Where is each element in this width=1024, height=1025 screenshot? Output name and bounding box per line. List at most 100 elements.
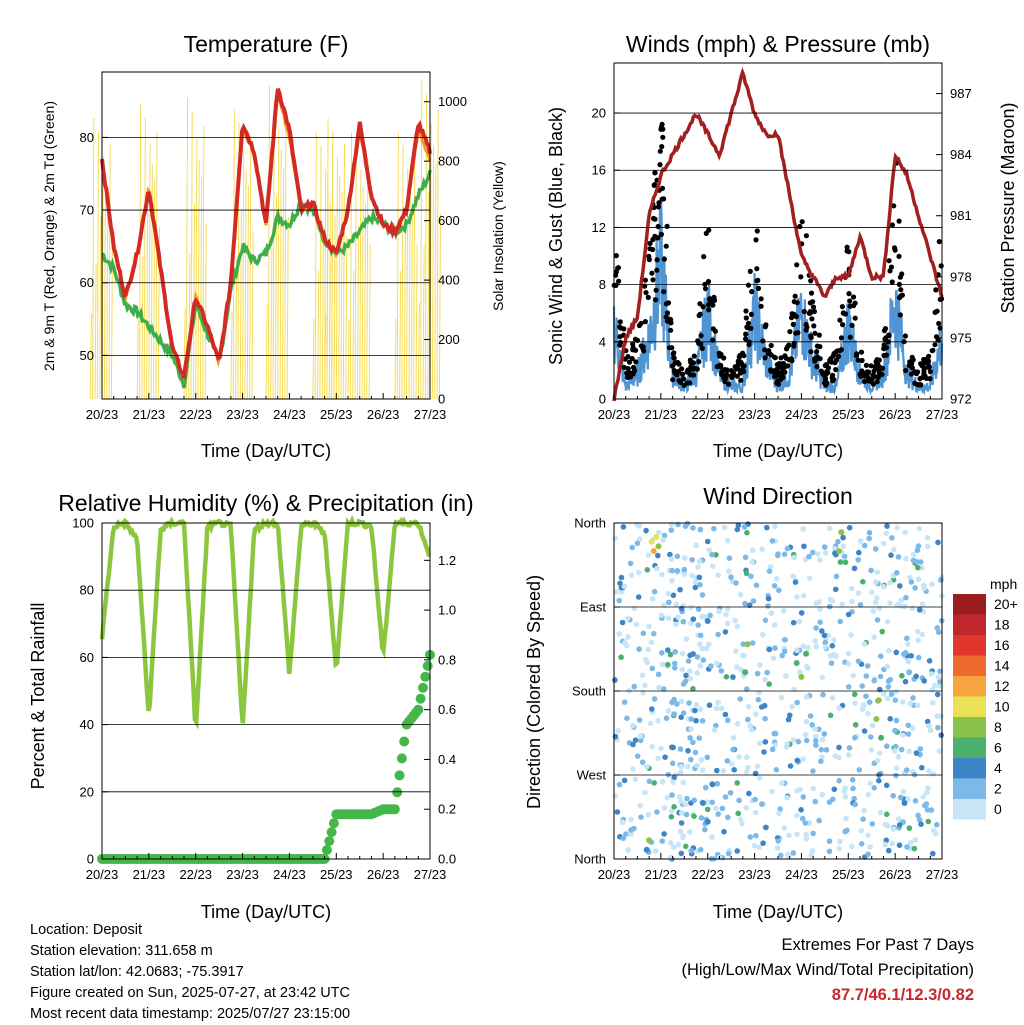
direction-point	[885, 684, 892, 690]
direction-point	[855, 590, 862, 596]
precip-point	[396, 753, 407, 764]
direction-point	[674, 701, 680, 707]
solar-insolation-trace	[417, 302, 420, 400]
direction-point	[795, 738, 802, 745]
solar-insolation-trace	[434, 163, 437, 400]
solar-insolation-trace	[277, 128, 280, 400]
direction-point	[786, 832, 792, 839]
solar-insolation-trace	[106, 192, 109, 400]
direction-point	[673, 601, 680, 607]
x-tick-label: 26/23	[367, 867, 400, 882]
direction-point	[874, 617, 881, 623]
direction-point	[725, 814, 731, 821]
solar-insolation-trace	[319, 145, 322, 400]
direction-point	[670, 779, 676, 785]
direction-point	[910, 695, 916, 701]
gust-point	[749, 289, 755, 295]
gust-point	[847, 334, 853, 340]
y-tick-label: 0	[438, 392, 445, 407]
direction-point	[684, 763, 691, 770]
gust-point	[738, 377, 744, 383]
direction-point	[667, 651, 674, 658]
winds-title: Winds (mph) & Pressure (mb)	[626, 31, 930, 57]
direction-point	[763, 824, 769, 831]
direction-point	[926, 768, 932, 774]
direction-point	[871, 634, 877, 640]
direction-point	[935, 629, 942, 635]
direction-point	[891, 546, 897, 553]
direction-point	[790, 573, 796, 580]
direction-point	[856, 767, 863, 773]
direction-point	[784, 545, 791, 552]
direction-point	[748, 727, 755, 733]
direction-point	[642, 789, 648, 796]
direction-point	[810, 768, 816, 774]
direction-point	[905, 658, 912, 665]
direction-point	[909, 605, 916, 611]
direction-point	[759, 801, 765, 807]
gust-point	[668, 327, 674, 333]
direction-point	[812, 726, 818, 732]
colorbar-swatch	[953, 717, 986, 738]
direction-point	[674, 568, 681, 574]
direction-point	[816, 817, 822, 824]
direction-point	[749, 640, 756, 646]
gust-point	[933, 287, 939, 293]
direction-point	[856, 549, 862, 556]
gust-point	[835, 353, 842, 359]
solar-insolation-trace	[265, 304, 268, 400]
direction-point	[680, 618, 687, 625]
gust-point	[850, 294, 857, 300]
direction-point	[902, 649, 909, 656]
direction-point	[916, 607, 923, 613]
direction-point	[638, 814, 644, 820]
x-tick-label: 21/23	[645, 867, 678, 882]
direction-point	[731, 767, 737, 773]
gust-point	[808, 335, 814, 341]
direction-point	[631, 683, 637, 690]
gust-point	[925, 359, 932, 365]
direction-point	[871, 785, 877, 791]
solar-insolation-trace	[270, 248, 273, 400]
direction-point	[678, 763, 684, 770]
direction-point	[918, 559, 924, 565]
direction-point	[877, 673, 884, 680]
direction-point	[884, 523, 890, 529]
direction-point	[841, 553, 848, 560]
solar-insolation-trace	[438, 213, 442, 400]
gust-point	[650, 277, 656, 283]
direction-point	[671, 804, 677, 810]
solar-insolation-trace	[246, 185, 249, 400]
direction-point	[690, 616, 697, 622]
direction-point	[781, 825, 788, 831]
direction-point	[631, 825, 637, 832]
gust-point	[865, 377, 871, 383]
colorbar-swatch	[953, 676, 986, 697]
x-tick-label: 20/23	[598, 867, 631, 882]
direction-point	[704, 806, 711, 813]
direction-point	[840, 543, 847, 550]
direction-point	[912, 798, 919, 804]
direction-point	[713, 552, 719, 558]
direction-point	[668, 521, 675, 528]
direction-point	[734, 848, 740, 854]
direction-point	[612, 535, 618, 541]
direction-point	[745, 703, 752, 710]
gust-point	[808, 278, 814, 284]
solar-insolation-trace	[359, 169, 362, 400]
direction-point	[658, 612, 665, 618]
winds-plot-area	[611, 67, 945, 402]
direction-point	[826, 799, 833, 805]
direction-point	[784, 851, 791, 857]
y-tick-label: 975	[950, 330, 972, 345]
solar-insolation-trace	[333, 216, 336, 400]
speed-colorbar: mph 20+ 18 16 14 12 10 8 6 4 2 0	[953, 576, 1018, 820]
direction-point	[645, 811, 652, 818]
direction-x-ticks: 20/23 21/23 22/23 23/23 24/23 25/23 26/23 27/23	[598, 853, 958, 882]
direction-point	[803, 737, 810, 744]
x-tick-label: 20/23	[86, 407, 119, 422]
direction-point	[790, 619, 797, 626]
direction-point	[781, 608, 787, 614]
direction-point	[794, 699, 800, 706]
direction-point	[800, 794, 807, 800]
